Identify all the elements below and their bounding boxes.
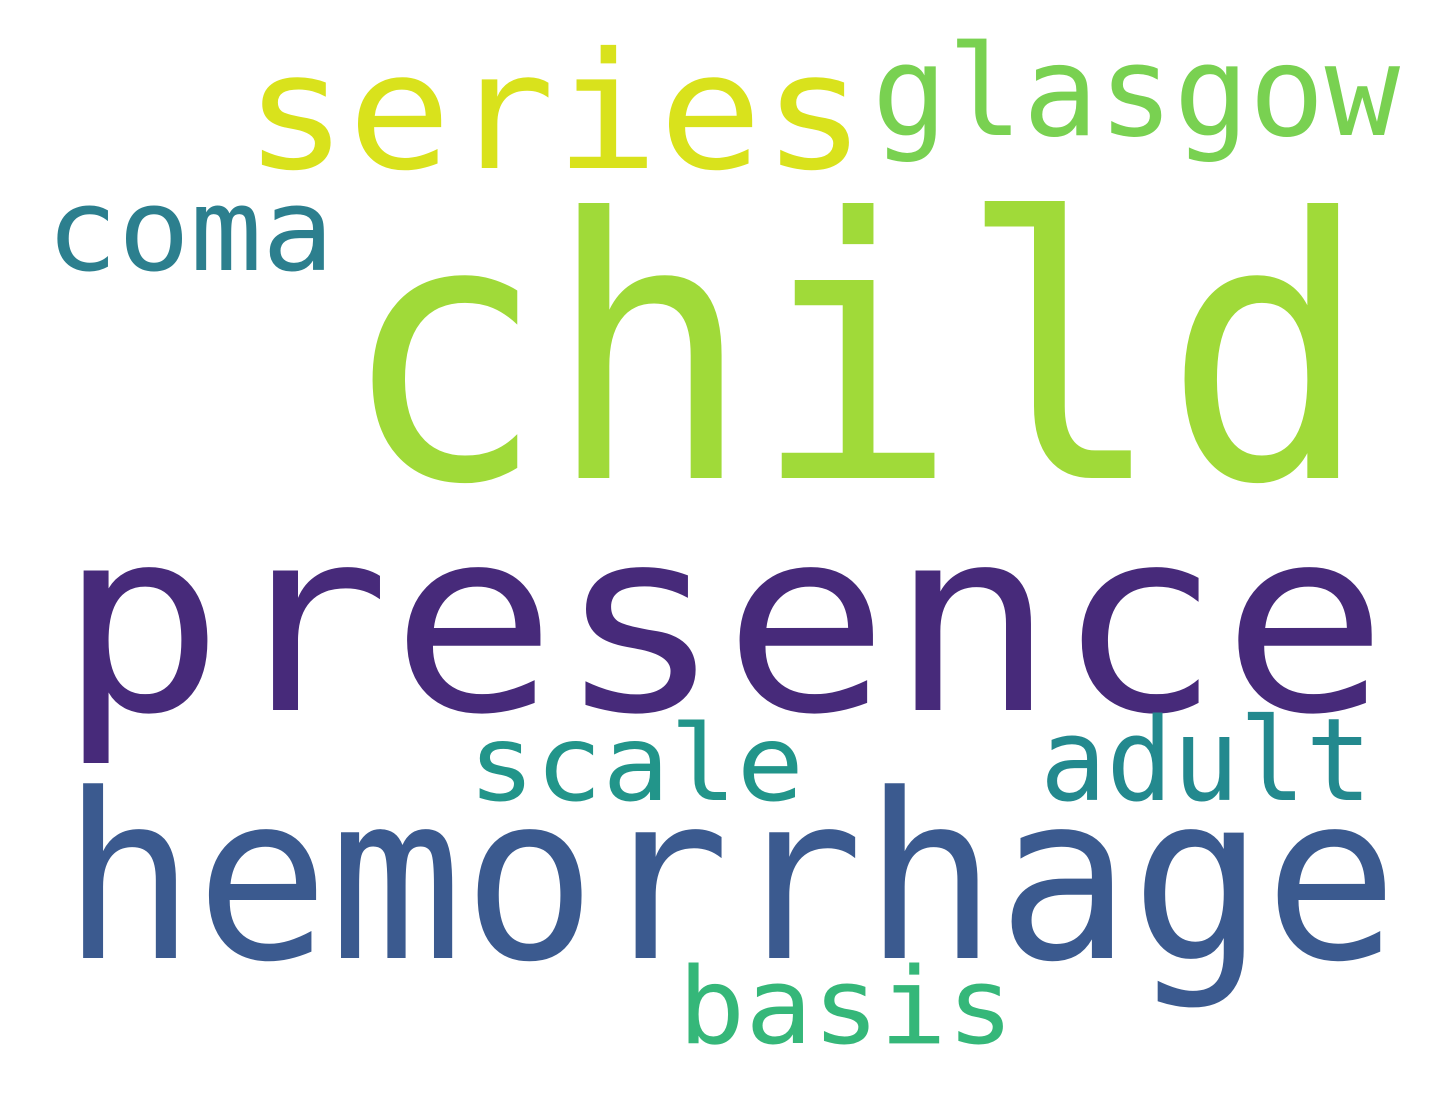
word-series: series: [244, 19, 866, 207]
word-coma: coma: [46, 164, 334, 298]
word-hemorrhage: hemorrhage: [62, 746, 1398, 1013]
word-presence: presence: [58, 474, 1388, 771]
word-scale: scale: [468, 703, 804, 825]
word-child: child: [340, 143, 1370, 564]
word-glasgow: glasgow: [872, 18, 1400, 165]
word-basis: basis: [678, 945, 1014, 1068]
word-adult: adult: [1040, 694, 1372, 828]
